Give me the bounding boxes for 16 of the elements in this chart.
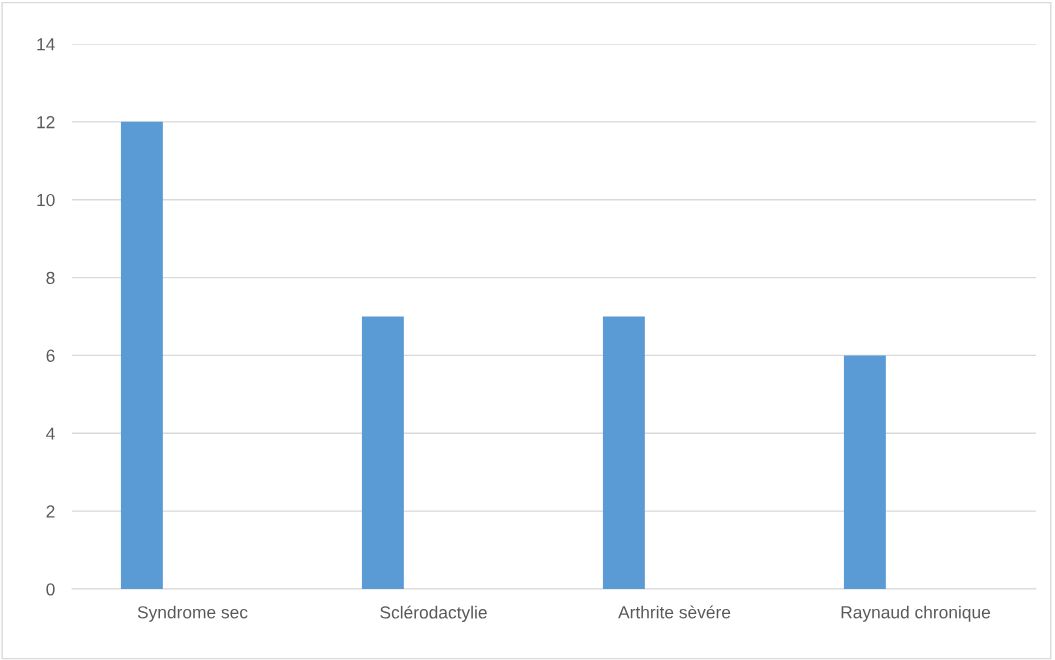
- y-tick-label: 12: [37, 116, 55, 129]
- x-tick-label: Raynaud chronique: [841, 605, 991, 622]
- y-tick-label: 8: [46, 271, 55, 285]
- y-tick-label: 4: [46, 427, 55, 440]
- y-tick-label: 0: [46, 583, 55, 596]
- x-tick-label: Syndrome sec: [137, 605, 248, 622]
- y-tick-label: 10: [37, 193, 55, 207]
- bar: [602, 316, 645, 589]
- bar: [843, 355, 886, 589]
- bar: [361, 316, 404, 589]
- y-tick-label: 6: [46, 349, 55, 362]
- x-tick-label: Sclérodactylie: [380, 605, 487, 623]
- y-tick-label: 14: [37, 38, 55, 51]
- x-tick-label: Arthrite sèvére: [618, 605, 731, 619]
- bar: [120, 121, 163, 589]
- y-tick-label: 2: [46, 505, 55, 518]
